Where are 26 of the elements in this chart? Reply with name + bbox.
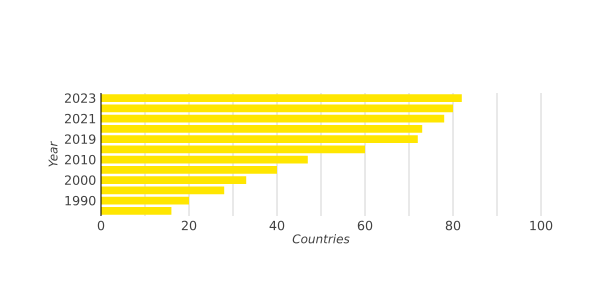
x-tick-label: 40 — [270, 220, 284, 230]
y-tick-label: 2023 — [64, 93, 96, 103]
bar — [101, 166, 278, 174]
bar — [101, 156, 308, 164]
x-axis-title: Countries — [292, 234, 350, 244]
bar — [101, 125, 422, 133]
y-axis-title: Year — [48, 141, 58, 167]
x-tick-label: 100 — [530, 220, 552, 230]
x-tick-label: 0 — [98, 220, 104, 230]
y-tick-label: 1990 — [65, 196, 96, 206]
y-tick-label: 2000 — [64, 175, 96, 185]
bar — [101, 207, 172, 215]
y-tick-label: 2010 — [64, 154, 96, 164]
x-tick-label: 60 — [358, 220, 372, 230]
x-tick-label: 80 — [446, 220, 460, 230]
bar — [101, 146, 366, 154]
y-tick-label: 2019 — [64, 134, 96, 144]
bar — [101, 186, 224, 194]
bar — [101, 176, 246, 184]
bar — [101, 196, 190, 204]
x-tick-label: 20 — [182, 220, 196, 230]
y-tick-label: 2021 — [64, 114, 96, 124]
bar — [101, 94, 462, 102]
bar — [101, 135, 418, 143]
bar — [101, 104, 454, 112]
bar — [101, 114, 444, 122]
